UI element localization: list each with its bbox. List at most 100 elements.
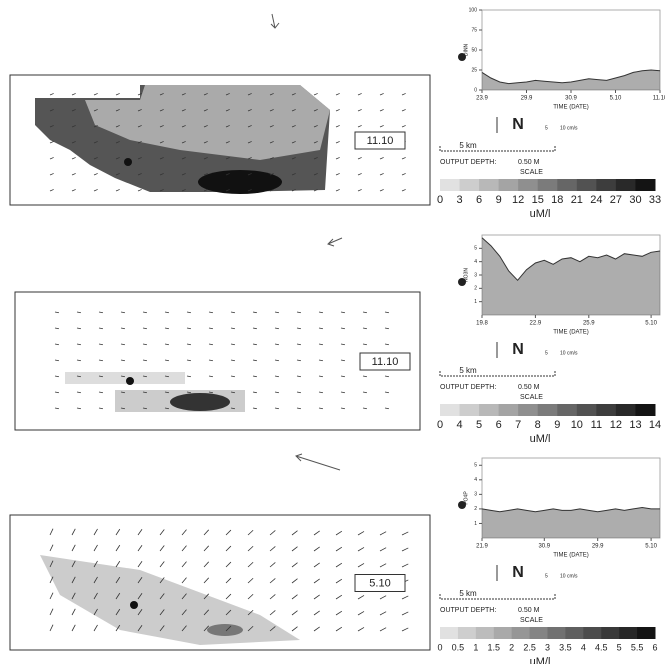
unit-label: uM/l: [530, 208, 551, 220]
colorbar-cell: [577, 404, 597, 416]
area: [482, 508, 660, 539]
drift-arrow: [296, 454, 340, 470]
x-tick-label: 19.8: [476, 321, 488, 327]
colorbar-label: 0.5: [452, 642, 465, 652]
colorbar-cell: [479, 404, 499, 416]
depth-value: 0.50 M: [518, 159, 540, 166]
colorbar-cell: [476, 627, 494, 639]
station-marker: [458, 501, 466, 509]
colorbar-cell: [499, 404, 519, 416]
north-label: N: [512, 341, 524, 358]
colorbar-label: 5: [617, 642, 622, 652]
x-tick-label: 23.9: [476, 96, 488, 102]
colorbar-label: 12: [610, 419, 622, 431]
date-label: 5.10: [369, 577, 390, 589]
y-tick-label: 3: [474, 492, 477, 498]
colorbar-cell: [565, 627, 583, 639]
distance-label: 5 km: [459, 141, 477, 150]
colorbar-cell: [635, 179, 655, 191]
colorbar-cell: [616, 404, 636, 416]
colorbar-label: 2.5: [523, 642, 536, 652]
colorbar-label: 3.5: [559, 642, 572, 652]
colorbar-cell: [538, 404, 558, 416]
y-tick-label: 25: [471, 67, 477, 73]
y-tick-label: 2: [474, 506, 477, 512]
colorbar-cell: [637, 627, 655, 639]
station-marker: [458, 278, 466, 286]
colorbar-cell: [577, 179, 597, 191]
date-label: 11.10: [372, 356, 399, 368]
colorbar-label: 9: [554, 419, 560, 431]
colorbar-cell: [479, 179, 499, 191]
vector-scale-max: 10 cm/s: [560, 573, 578, 579]
colorbar-label: 15: [532, 194, 544, 206]
unit-label: uM/l: [530, 656, 551, 664]
distance-label: 5 km: [459, 366, 477, 375]
x-tick-label: 30.9: [565, 96, 577, 102]
scale-title: SCALE: [520, 394, 543, 401]
colorbar-label: 6: [652, 642, 657, 652]
depth-value: 0.50 M: [518, 607, 540, 614]
colorbar-cell: [440, 627, 458, 639]
y-tick-label: 1: [474, 299, 477, 305]
vector-scale-min: 5: [545, 125, 548, 131]
depth-value: 0.50 M: [518, 384, 540, 391]
map-blob: [207, 624, 243, 636]
colorbar-label: 4.5: [595, 642, 608, 652]
colorbar-label: 8: [535, 419, 541, 431]
map: 11.10: [15, 292, 420, 430]
colorbar-label: 14: [649, 419, 661, 431]
scale-title: SCALE: [520, 169, 543, 176]
colorbar-cell: [616, 179, 636, 191]
x-axis-label: TIME (DATE): [553, 553, 589, 559]
distance-label: 5 km: [459, 589, 477, 598]
station-marker: [458, 53, 466, 61]
colorbar-label: 2: [509, 642, 514, 652]
x-tick-label: 5.10: [645, 544, 657, 550]
north-label: N: [512, 564, 524, 581]
colorbar-cell: [530, 627, 548, 639]
colorbar-cell: [460, 179, 480, 191]
colorbar-label: 1.5: [487, 642, 500, 652]
colorbar-cell: [458, 627, 476, 639]
station-marker: [126, 377, 134, 385]
colorbar-cell: [557, 179, 577, 191]
x-tick-label: 5.10: [610, 96, 622, 102]
colorbar-cell: [460, 404, 480, 416]
distance-bar: [440, 146, 555, 151]
colorbar-label: 10: [571, 419, 583, 431]
date-label: 11.10: [367, 135, 394, 147]
colorbar-label: 0: [437, 419, 443, 431]
x-tick-label: 22.9: [530, 321, 542, 327]
x-tick-label: 11.10: [653, 96, 665, 102]
colorbar-label: 30: [629, 194, 641, 206]
colorbar-label: 12: [512, 194, 524, 206]
y-tick-label: 2: [474, 286, 477, 292]
colorbar-cell: [548, 627, 566, 639]
colorbar-label: 24: [590, 194, 602, 206]
colorbar-cell: [596, 179, 616, 191]
x-tick-label: 21.9: [476, 544, 488, 550]
vector-scale-max: 10 cm/s: [560, 125, 578, 131]
colorbar-cell: [557, 404, 577, 416]
colorbar-cell: [494, 627, 512, 639]
colorbar-label: 13: [629, 419, 641, 431]
colorbar-label: 4: [581, 642, 586, 652]
y-tick-label: 4: [474, 477, 477, 483]
y-tick-label: 50: [471, 47, 477, 53]
colorbar-label: 3: [456, 194, 462, 206]
colorbar-cell: [518, 179, 538, 191]
map: 11.10: [10, 75, 430, 205]
colorbar-label: 21: [571, 194, 583, 206]
colorbar-label: 7: [515, 419, 521, 431]
colorbar-label: 5: [476, 419, 482, 431]
depth-label: OUTPUT DEPTH:: [440, 384, 496, 391]
x-tick-label: 25.9: [583, 321, 595, 327]
y-tick-label: 4: [474, 259, 477, 265]
distance-bar: [440, 371, 555, 376]
y-tick-label: 100: [469, 7, 478, 13]
colorbar-label: 6: [496, 419, 502, 431]
north-label: N: [512, 116, 524, 133]
depth-label: OUTPUT DEPTH:: [440, 159, 496, 166]
colorbar-label: 33: [649, 194, 661, 206]
